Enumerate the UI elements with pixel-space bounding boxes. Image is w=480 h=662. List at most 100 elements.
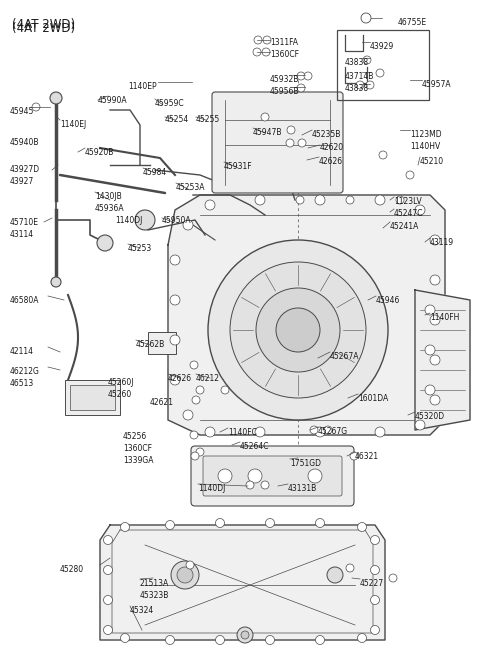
Circle shape [183, 220, 193, 230]
Circle shape [430, 275, 440, 285]
Text: 45267G: 45267G [318, 427, 348, 436]
Circle shape [221, 386, 229, 394]
Circle shape [205, 200, 215, 210]
Text: 45324: 45324 [130, 606, 154, 615]
Text: 46212: 46212 [196, 374, 220, 383]
Text: 42620: 42620 [320, 143, 344, 152]
Circle shape [120, 634, 130, 643]
Text: 21513A: 21513A [140, 579, 169, 588]
Text: 1140EJ: 1140EJ [60, 120, 86, 129]
Text: 46513: 46513 [10, 379, 34, 388]
Text: 45920B: 45920B [85, 148, 114, 157]
Circle shape [425, 345, 435, 355]
Circle shape [296, 196, 304, 204]
Circle shape [361, 13, 371, 23]
Circle shape [430, 395, 440, 405]
Text: 45323B: 45323B [140, 591, 169, 600]
Text: 45936A: 45936A [95, 204, 125, 213]
Circle shape [261, 113, 269, 121]
Text: 45260J: 45260J [108, 378, 134, 387]
Text: 43927: 43927 [10, 177, 34, 186]
Circle shape [216, 636, 225, 645]
Text: 45253A: 45253A [176, 183, 205, 192]
Text: 45247C: 45247C [394, 209, 423, 218]
Text: 43838: 43838 [345, 58, 369, 67]
Text: 1751GD: 1751GD [290, 459, 321, 468]
Text: 1123LV: 1123LV [394, 197, 422, 206]
Circle shape [265, 518, 275, 528]
Text: 43838: 43838 [345, 84, 369, 93]
Text: 45235B: 45235B [312, 130, 341, 139]
Text: 45932B: 45932B [270, 75, 300, 84]
Text: 45931F: 45931F [224, 162, 252, 171]
Circle shape [190, 361, 198, 369]
Text: 45947B: 45947B [253, 128, 283, 137]
Text: 42621: 42621 [150, 398, 174, 407]
Circle shape [104, 626, 112, 634]
Circle shape [196, 386, 204, 394]
Text: 45984: 45984 [143, 168, 167, 177]
Circle shape [248, 469, 262, 483]
Circle shape [375, 427, 385, 437]
Text: 1339GA: 1339GA [123, 456, 154, 465]
Text: 1140DJ: 1140DJ [115, 216, 143, 225]
Text: 45320D: 45320D [415, 412, 445, 421]
Circle shape [104, 536, 112, 545]
Circle shape [276, 308, 320, 352]
Circle shape [135, 210, 155, 230]
Circle shape [415, 420, 425, 430]
Circle shape [327, 567, 343, 583]
Text: 45255: 45255 [196, 115, 220, 124]
Circle shape [389, 574, 397, 582]
Text: 45945: 45945 [10, 107, 35, 116]
Circle shape [315, 518, 324, 528]
Circle shape [237, 627, 253, 643]
Bar [65, 380, 120, 415]
Circle shape [97, 235, 113, 251]
Circle shape [350, 452, 358, 460]
Circle shape [166, 636, 175, 645]
Text: 42626: 42626 [168, 374, 192, 383]
Text: 45956B: 45956B [270, 87, 300, 96]
Text: 43714B: 43714B [345, 72, 374, 81]
Circle shape [430, 315, 440, 325]
Circle shape [192, 396, 200, 404]
Circle shape [379, 151, 387, 159]
Text: 45950A: 45950A [162, 216, 192, 225]
Circle shape [261, 481, 269, 489]
Circle shape [104, 596, 112, 604]
Circle shape [265, 636, 275, 645]
Text: 45267A: 45267A [330, 352, 360, 361]
Circle shape [177, 567, 193, 583]
Circle shape [371, 565, 380, 575]
Circle shape [230, 262, 366, 398]
Circle shape [376, 69, 384, 77]
Text: 42626: 42626 [319, 157, 343, 166]
Text: 45280: 45280 [60, 565, 84, 574]
Text: 46321: 46321 [355, 452, 379, 461]
Circle shape [415, 205, 425, 215]
Circle shape [425, 385, 435, 395]
Circle shape [218, 469, 232, 483]
Polygon shape [168, 195, 445, 435]
FancyBboxPatch shape [212, 92, 343, 193]
Circle shape [366, 81, 374, 89]
Circle shape [358, 522, 367, 532]
Circle shape [356, 81, 364, 89]
Text: 45710E: 45710E [10, 218, 39, 227]
Circle shape [287, 126, 295, 134]
Circle shape [286, 139, 294, 147]
Circle shape [208, 240, 388, 420]
Circle shape [297, 84, 305, 92]
Circle shape [51, 277, 61, 287]
Circle shape [371, 596, 380, 604]
Circle shape [315, 427, 325, 437]
FancyBboxPatch shape [191, 446, 354, 506]
Text: 1140EP: 1140EP [128, 82, 156, 91]
Circle shape [120, 522, 130, 532]
Text: 1360CF: 1360CF [123, 444, 152, 453]
Text: 45957A: 45957A [422, 80, 452, 89]
Circle shape [315, 195, 325, 205]
Circle shape [32, 103, 40, 111]
Text: 46212G: 46212G [10, 367, 40, 376]
